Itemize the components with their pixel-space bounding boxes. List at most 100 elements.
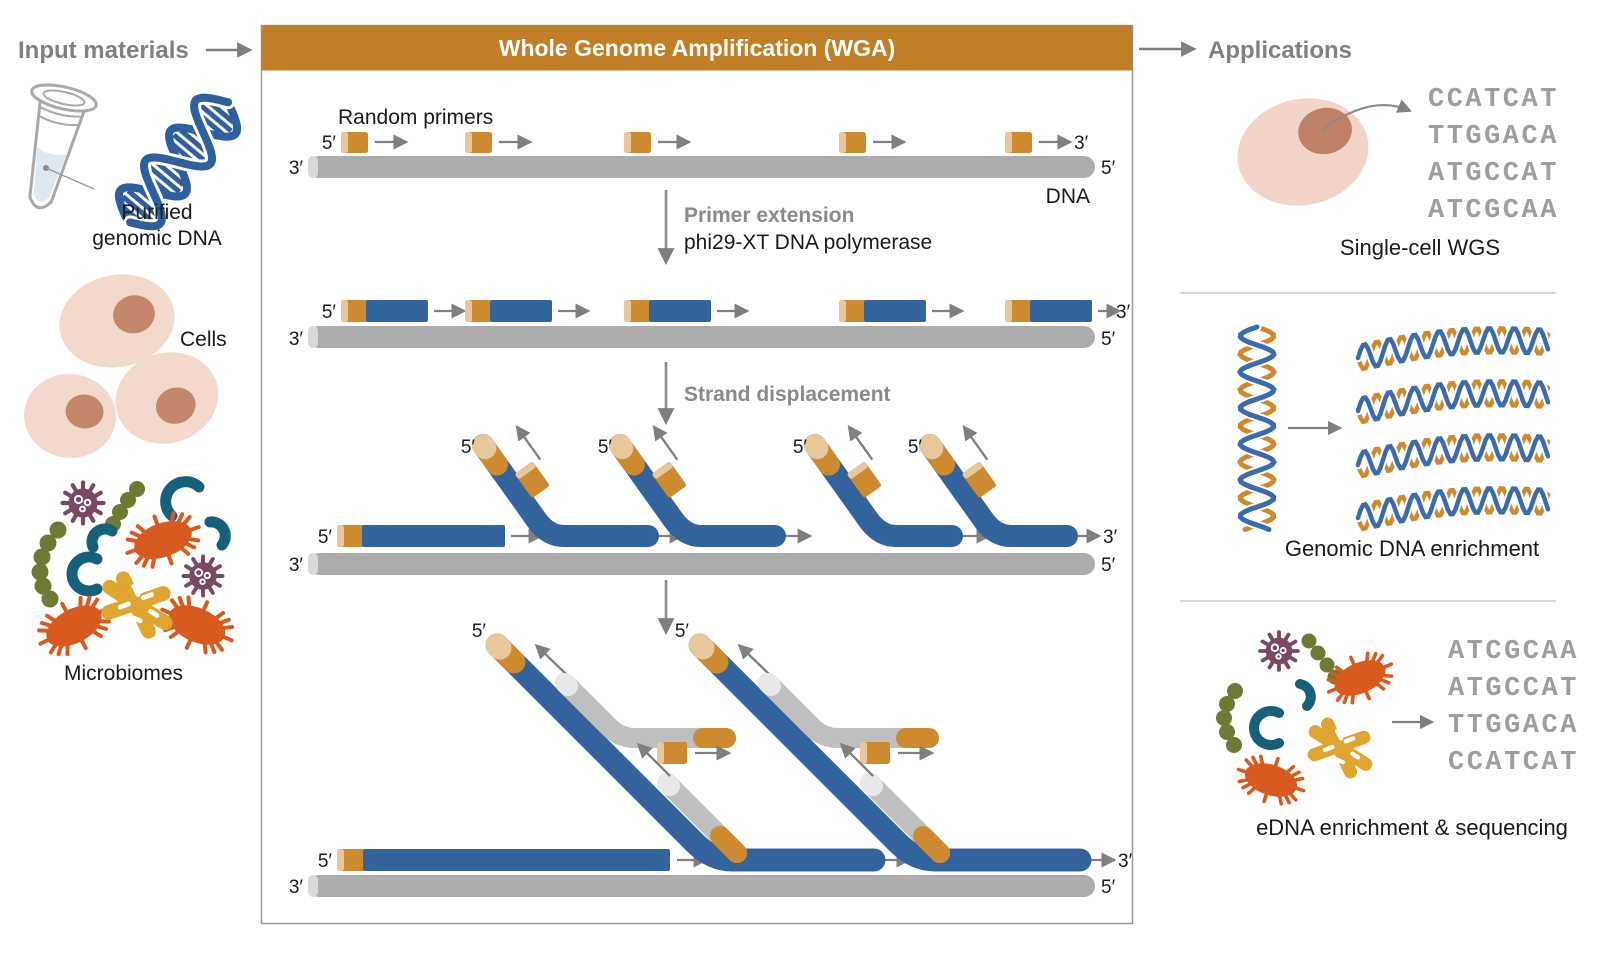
svg-text:3′: 3′ (1118, 851, 1133, 872)
strand-tip-cap (860, 773, 883, 796)
edna-microbe-cluster (1216, 630, 1403, 814)
cells-icon (24, 274, 219, 459)
strand-tip (710, 826, 747, 863)
primer (657, 742, 687, 764)
rod-bacteria-icons (66, 476, 231, 597)
secondary-displaced-strand (758, 673, 939, 748)
extended-strand (1030, 300, 1092, 322)
annealed-primer (962, 462, 996, 498)
amplified-helices-icon (1353, 324, 1553, 534)
primer-cap (337, 849, 344, 871)
svg-text:5′: 5′ (322, 302, 337, 323)
svg-text:3′: 3′ (1074, 133, 1089, 154)
cocci-chain-icon (1216, 683, 1243, 753)
svg-text:5′: 5′ (318, 851, 333, 872)
helix-strand (1355, 326, 1551, 372)
svg-text:5′: 5′ (1101, 877, 1116, 898)
step1-title: Primer extension (684, 204, 854, 227)
dna-helix-icon (111, 90, 245, 234)
microbiomes-label: Microbiomes (64, 662, 183, 685)
direction-arrow (534, 643, 568, 676)
svg-text:ATCGCAA: ATCGCAA (1448, 637, 1579, 667)
displaced-strand (609, 434, 786, 547)
svg-text:CCATCAT: CCATCAT (1448, 748, 1579, 778)
svg-text:ATCGCAA: ATCGCAA (1428, 196, 1559, 226)
microbiome-cluster (29, 476, 244, 666)
extended-strand (649, 300, 711, 322)
primer-cap (839, 132, 846, 153)
annealed-primer (847, 462, 881, 498)
strand-tip-cap (804, 434, 829, 460)
yeast-cluster-icon (1314, 724, 1365, 772)
extended-strand (363, 849, 670, 871)
svg-text:ATGCCAT: ATGCCAT (1448, 674, 1579, 704)
annealed-primer (515, 462, 549, 498)
cell-to-sequence-arrow (1321, 99, 1412, 131)
sequence-reads-edna: ATCGCAA ATGCCAT TTGGACA CCATCAT (1448, 637, 1579, 778)
virus-icon (1258, 630, 1300, 672)
helix-strand (1355, 379, 1551, 425)
primer-cap (624, 300, 631, 322)
rod-bacteria-icons (1249, 679, 1316, 750)
direction-arrow (962, 425, 989, 461)
purified-label-line1: Purified (121, 201, 192, 224)
yeast-cluster-icon (109, 579, 166, 632)
strand-tip-cap (472, 434, 497, 460)
extended-strand (490, 300, 552, 322)
primer-cap (341, 300, 348, 322)
strand-tip (913, 826, 950, 863)
primer-cap (839, 300, 846, 322)
direction-arrow (515, 425, 542, 461)
genomic-dna-enrichment-caption: Genomic DNA enrichment (1285, 536, 1539, 561)
extended-strand (864, 300, 926, 322)
prime-label: 5′ (472, 621, 487, 642)
helix-strand (1355, 379, 1551, 422)
strand-tip-cap (758, 673, 781, 696)
helix-strand (1355, 326, 1551, 369)
strand-tip-cap (485, 633, 512, 660)
prime-label: 5′ (598, 437, 613, 458)
strand-tip-cap (609, 434, 634, 460)
displaced-strand (472, 434, 659, 547)
purified-label-line2: genomic DNA (92, 227, 222, 250)
svg-text:CCATCAT: CCATCAT (1428, 85, 1559, 115)
prime-label: 5′ (908, 437, 923, 458)
displaced-strand (804, 434, 963, 547)
helix-strand (1355, 433, 1551, 479)
prime-label: 5′ (675, 621, 690, 642)
strand-tip-cap (555, 673, 578, 696)
prime-label: 5′ (461, 437, 476, 458)
wga-title: Whole Genome Amplification (WGA) (499, 35, 896, 61)
extended-strand (366, 300, 428, 322)
input-materials-heading: Input materials (18, 37, 189, 64)
primer-cap (657, 742, 664, 764)
tube-icon (28, 83, 98, 210)
helix-strand (126, 93, 233, 231)
direction-arrow (636, 742, 671, 777)
primer-cap (337, 525, 344, 547)
amplification-stages: 5′ 5′ 5′ 5′ 5′ 5′ (337, 132, 1122, 872)
svg-text:5′: 5′ (1101, 555, 1116, 576)
single-cell-wgs-caption: Single-cell WGS (1340, 235, 1500, 260)
virus-icon (181, 554, 225, 598)
step1-subtitle: phi29-XT DNA polymerase (684, 231, 932, 254)
strand-tip-cap (919, 434, 944, 460)
annealed-primer (652, 462, 686, 498)
svg-text:3′: 3′ (1116, 302, 1131, 323)
direction-arrow (652, 425, 679, 461)
step2-title: Strand displacement (684, 383, 891, 406)
direction-arrow (839, 742, 874, 777)
svg-text:5′: 5′ (318, 527, 333, 548)
single-cell-icon (1237, 98, 1412, 206)
svg-text:5′: 5′ (322, 133, 337, 154)
svg-text:TTGGACA: TTGGACA (1428, 122, 1559, 152)
primer-cap (341, 132, 348, 153)
svg-text:5′: 5′ (1101, 329, 1116, 350)
applications-heading: Applications (1208, 37, 1352, 64)
random-primers-label: Random primers (338, 106, 493, 129)
bacterium-icon (1229, 746, 1313, 814)
double-helix-icon (1234, 322, 1280, 534)
helix-strand (1355, 486, 1551, 529)
